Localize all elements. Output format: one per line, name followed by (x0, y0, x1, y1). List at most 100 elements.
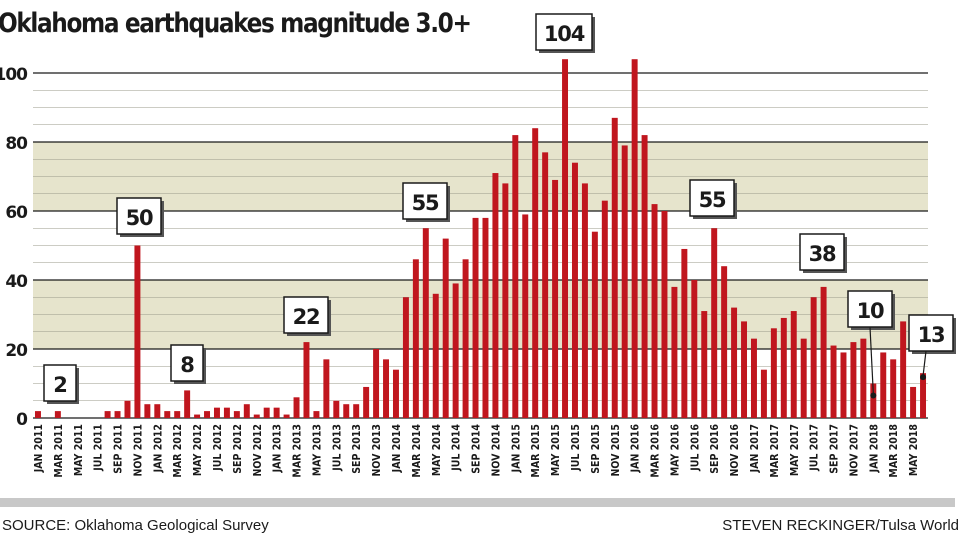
x-tick-label: MAR 2017 (769, 424, 781, 478)
bar (591, 231, 598, 418)
bar (402, 297, 409, 418)
bar (114, 411, 121, 418)
bar (164, 411, 171, 418)
x-tick-label: MAR 2011 (53, 424, 65, 478)
bar (900, 321, 907, 418)
x-tick-label: MAY 2013 (311, 424, 323, 476)
bar (213, 407, 220, 418)
bar (194, 414, 201, 418)
callout-label: 22 (293, 305, 320, 329)
x-tick-label: JAN 2013 (272, 424, 284, 473)
y-tick-label: 0 (16, 410, 28, 430)
bar (204, 411, 211, 418)
y-tick-label: 20 (5, 341, 28, 361)
x-tick-label: NOV 2011 (132, 424, 144, 477)
bar (333, 400, 340, 418)
callout-label: 38 (809, 242, 836, 266)
bar (721, 266, 728, 418)
bar (492, 173, 499, 418)
x-tick-label: NOV 2012 (252, 424, 264, 477)
bar (383, 359, 390, 418)
callout-leader (869, 326, 874, 394)
x-tick-label: JUL 2017 (809, 424, 821, 472)
x-tick-label: MAY 2018 (908, 424, 920, 476)
bar (184, 390, 191, 418)
bar (323, 359, 330, 418)
x-tick-label: SEP 2011 (113, 424, 125, 474)
callout-label: 104 (544, 22, 585, 46)
bar (810, 297, 817, 418)
x-tick-label: MAR 2012 (172, 424, 184, 478)
callout-box (116, 197, 162, 235)
bar (880, 352, 887, 418)
bar (601, 200, 608, 418)
bar (432, 293, 439, 418)
bar (54, 411, 61, 418)
bar (581, 183, 588, 418)
bar (542, 152, 549, 418)
bar (910, 386, 917, 418)
x-tick-label: JUL 2013 (331, 424, 343, 472)
x-tick-label: SEP 2016 (709, 424, 721, 474)
bar (532, 128, 539, 418)
bar (253, 414, 260, 418)
x-tick-label: JUL 2016 (689, 424, 701, 472)
bar (850, 342, 857, 418)
footer-divider (0, 498, 955, 507)
x-tick-label: SEP 2012 (232, 424, 244, 474)
x-tick-label: SEP 2013 (351, 424, 363, 474)
x-tick-label: JAN 2011 (33, 424, 45, 473)
bar (522, 214, 529, 418)
bar (741, 321, 748, 418)
source-note: SOURCE: Oklahoma Geological Survey (2, 517, 269, 534)
x-tick-label: JAN 2012 (152, 424, 164, 473)
bar (681, 248, 688, 418)
bar (104, 411, 111, 418)
callout-label: 50 (126, 206, 153, 230)
callout-label: 13 (918, 323, 945, 347)
bar (283, 414, 290, 418)
x-tick-label: JUL 2012 (212, 424, 224, 472)
callout-box (689, 179, 735, 217)
x-tick-label: NOV 2014 (490, 424, 502, 477)
x-tick-label: MAR 2016 (650, 424, 662, 478)
bar (651, 204, 658, 418)
callout-box (43, 364, 77, 402)
bar (552, 179, 559, 418)
bar (293, 397, 300, 418)
bar (154, 404, 161, 418)
bar (452, 283, 459, 418)
bar (562, 59, 569, 418)
callout-box (535, 13, 593, 51)
bar (422, 228, 429, 418)
bar (920, 373, 927, 418)
bar (174, 411, 181, 418)
callout-box (847, 290, 893, 328)
bar (790, 311, 797, 418)
y-tick-label: 80 (5, 134, 28, 154)
bar (770, 328, 777, 418)
callout-label: 2 (53, 373, 66, 397)
bar (731, 307, 738, 418)
bar (840, 352, 847, 418)
callout-box (908, 314, 954, 352)
bar (263, 407, 270, 418)
x-tick-label: SEP 2015 (590, 424, 602, 474)
bar (860, 338, 867, 418)
bar (233, 411, 240, 418)
bar (373, 349, 380, 418)
bar (392, 369, 399, 418)
x-tick-label: MAY 2014 (431, 424, 443, 477)
x-tick-label: MAY 2017 (789, 424, 801, 476)
x-tick-label: JAN 2017 (749, 424, 761, 473)
bar (830, 345, 837, 418)
callout-label: 55 (412, 191, 439, 215)
bar (870, 383, 877, 418)
callout-label: 10 (857, 299, 884, 323)
bar (273, 407, 280, 418)
callout-box (402, 182, 448, 220)
callout-leader (922, 350, 927, 377)
x-tick-label: MAY 2016 (669, 424, 681, 477)
